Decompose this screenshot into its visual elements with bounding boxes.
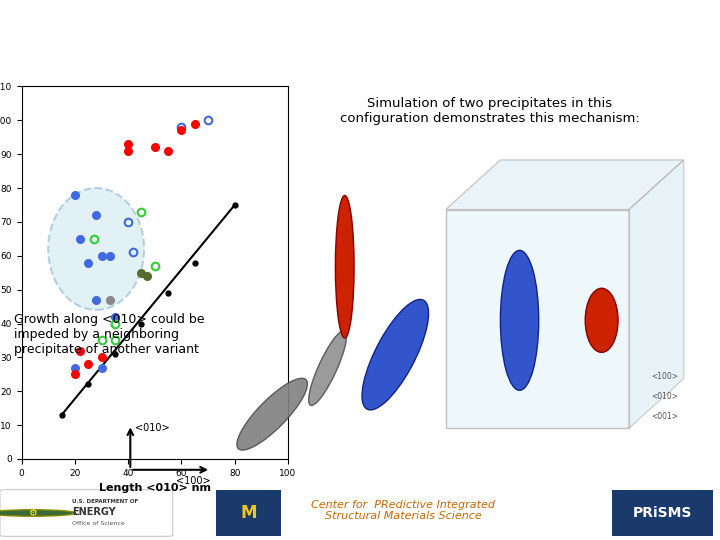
- Ellipse shape: [585, 288, 618, 353]
- Circle shape: [0, 510, 76, 516]
- Polygon shape: [629, 160, 684, 428]
- Text: <100>: <100>: [176, 476, 210, 487]
- Bar: [216, 490, 281, 536]
- Text: Office of Science: Office of Science: [72, 521, 125, 526]
- Ellipse shape: [336, 195, 354, 338]
- Text: M: M: [240, 504, 256, 522]
- FancyBboxPatch shape: [0, 490, 173, 536]
- Polygon shape: [446, 160, 684, 210]
- Text: Simulation of two precipitates in this
configuration demonstrates this mechanism: Simulation of two precipitates in this c…: [340, 97, 639, 125]
- Ellipse shape: [237, 378, 307, 450]
- Text: Non-Equilibrium Effects on Morphology: Non-Equilibrium Effects on Morphology: [29, 18, 518, 42]
- Text: <001>: <001>: [651, 413, 678, 422]
- Bar: [612, 490, 713, 536]
- Text: <100>: <100>: [651, 372, 678, 381]
- Polygon shape: [446, 210, 629, 428]
- Ellipse shape: [309, 330, 346, 406]
- Text: <010>: <010>: [651, 392, 678, 401]
- Text: ENERGY: ENERGY: [72, 507, 116, 517]
- Text: <010>: <010>: [135, 423, 170, 433]
- Circle shape: [48, 188, 144, 310]
- Text: ⚙: ⚙: [28, 508, 37, 518]
- Text: Center for  PRedictive Integrated
Structural Materials Science: Center for PRedictive Integrated Structu…: [311, 500, 495, 521]
- Ellipse shape: [500, 251, 539, 390]
- X-axis label: Length <010> nm: Length <010> nm: [99, 483, 211, 493]
- Text: Growth along <010> could be
impeded by a neighboring
precipitate of another vari: Growth along <010> could be impeded by a…: [14, 313, 205, 356]
- Ellipse shape: [362, 300, 428, 410]
- Text: PRiSMS: PRiSMS: [633, 506, 692, 520]
- Text: U.S. DEPARTMENT OF: U.S. DEPARTMENT OF: [72, 498, 138, 504]
